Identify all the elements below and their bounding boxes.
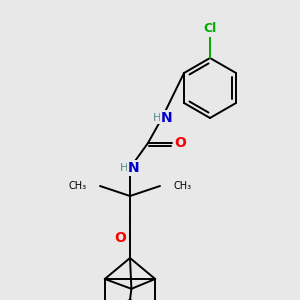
Text: N: N — [128, 161, 140, 175]
Text: CH₃: CH₃ — [69, 181, 87, 191]
Text: H: H — [153, 113, 161, 123]
Text: H: H — [120, 163, 128, 173]
Text: O: O — [174, 136, 186, 150]
Text: O: O — [114, 231, 126, 245]
Text: CH₃: CH₃ — [173, 181, 191, 191]
Text: N: N — [161, 111, 173, 125]
Text: Cl: Cl — [203, 22, 217, 35]
